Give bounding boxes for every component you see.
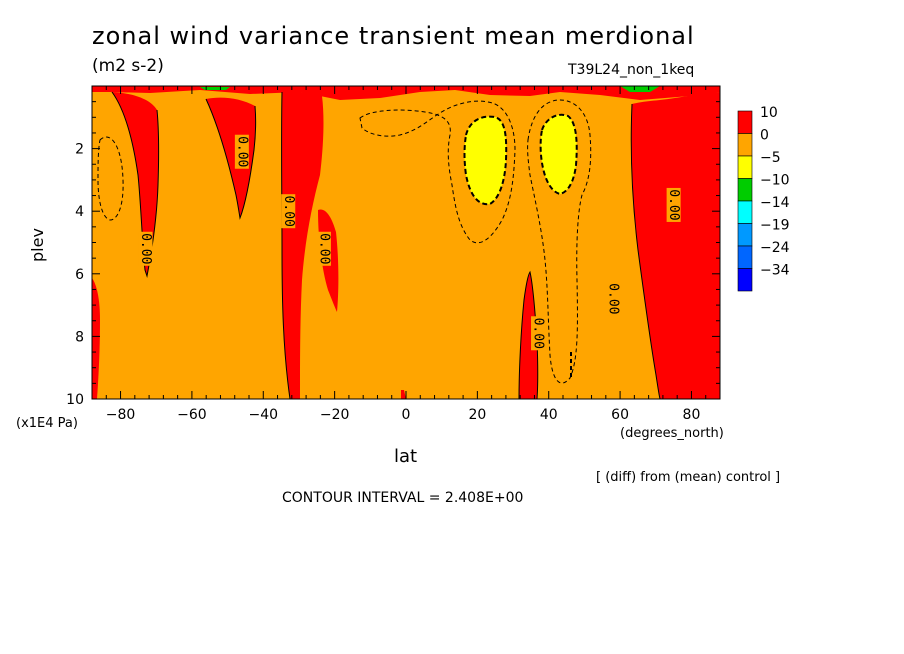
contour-interval: CONTOUR INTERVAL = 2.408E+00	[282, 490, 524, 506]
contour-dashed-1	[359, 100, 516, 244]
contour-dashed-2	[97, 136, 124, 221]
x-tick-label: 40	[540, 407, 558, 423]
plot-axes: −80 −60 −40 −20 0 20 40 60 80 2 4 6 8 10	[66, 85, 721, 423]
legend-label: −5	[760, 150, 781, 166]
red-region-sh-edge	[92, 278, 100, 399]
legend-swatch	[737, 245, 753, 269]
legend: 10 0 −5 −10 −14 −19 −24 −34	[737, 105, 790, 292]
contour-lines	[97, 91, 661, 399]
x-tick-label: −80	[106, 407, 136, 423]
y-tick-label: 2	[75, 142, 84, 158]
legend-label: −14	[760, 195, 790, 211]
red-region-sh-3	[281, 91, 324, 399]
contour-label: 0.00	[316, 233, 331, 264]
red-region-sh-2	[206, 97, 256, 218]
contour-label-bg	[234, 134, 249, 169]
contour-label: 0.00	[281, 196, 296, 227]
legend-swatch	[737, 110, 753, 134]
legend-label: −24	[760, 240, 790, 256]
x-tick-label: 20	[468, 407, 486, 423]
contour-label-bg	[281, 194, 296, 229]
contour-label-bg	[138, 231, 153, 266]
y-tick-label: 6	[75, 267, 84, 283]
x-tick-label: 0	[402, 407, 411, 423]
contour-label-bg	[666, 187, 681, 222]
contour-solid-1	[111, 91, 160, 278]
contour-solid-5	[518, 270, 539, 399]
x-tick-label: −60	[177, 407, 207, 423]
yellow-region-2	[540, 114, 577, 194]
legend-swatch	[737, 200, 753, 224]
contour-dashed-3	[527, 99, 592, 384]
y-axis-unit: (x1E4 Pa)	[16, 416, 78, 431]
contour-solid-4	[630, 103, 661, 399]
x-axis-unit: (degrees_north)	[620, 426, 724, 441]
contour-solid-3	[281, 91, 291, 399]
background-band	[92, 86, 720, 399]
red-region-sh-1	[112, 92, 159, 276]
contour-bold-dashed-2	[539, 113, 578, 196]
contour-labels: 0.00 0.00 0.00 0.00 0.00 0.00 0.00	[138, 134, 681, 351]
x-tick-label: 60	[611, 407, 629, 423]
green-fleck-nh	[620, 86, 660, 92]
legend-label: −10	[760, 173, 790, 189]
legend-swatch	[737, 155, 753, 179]
legend-label: −19	[760, 218, 790, 234]
diff-note: [ (diff) from (mean) control ]	[596, 470, 781, 485]
contour-fill	[92, 86, 720, 399]
contour-label: 0.00	[605, 283, 620, 314]
run-label: T39L24_non_1keq	[568, 62, 695, 78]
contour-label-bg	[605, 281, 620, 316]
legend-swatch	[737, 178, 753, 202]
contour-label: 0.00	[666, 189, 681, 220]
contour-label-bg	[316, 231, 331, 266]
y-tick-label: 10	[66, 392, 84, 408]
chart-units: (m2 s-2)	[92, 56, 164, 76]
chart-title: zonal wind variance transient mean merdi…	[92, 22, 695, 50]
contour-label: 0.00	[138, 233, 153, 264]
x-axis-label: lat	[394, 446, 418, 467]
red-region-nh-2	[631, 92, 720, 399]
legend-label: 0	[760, 128, 769, 144]
legend-label: 10	[760, 105, 778, 121]
legend-swatch	[737, 268, 753, 292]
x-tick-label: −40	[248, 407, 278, 423]
red-region-eq	[401, 390, 406, 399]
legend-swatch	[737, 223, 753, 247]
contour-label-bg	[531, 316, 546, 351]
contour-label: 0.00	[234, 136, 249, 167]
y-tick-label: 8	[75, 329, 84, 345]
y-tick-label: 4	[75, 204, 84, 220]
contour-label: 0.00	[531, 318, 546, 349]
yellow-region-1	[464, 116, 507, 205]
legend-label: −34	[760, 263, 790, 279]
contour-solid-2	[205, 98, 257, 220]
x-tick-label: −20	[320, 407, 350, 423]
x-tick-label: 80	[683, 407, 701, 423]
contour-bold-dashed-1	[463, 115, 508, 206]
green-fleck-sh	[200, 87, 230, 90]
legend-swatch	[737, 133, 753, 157]
